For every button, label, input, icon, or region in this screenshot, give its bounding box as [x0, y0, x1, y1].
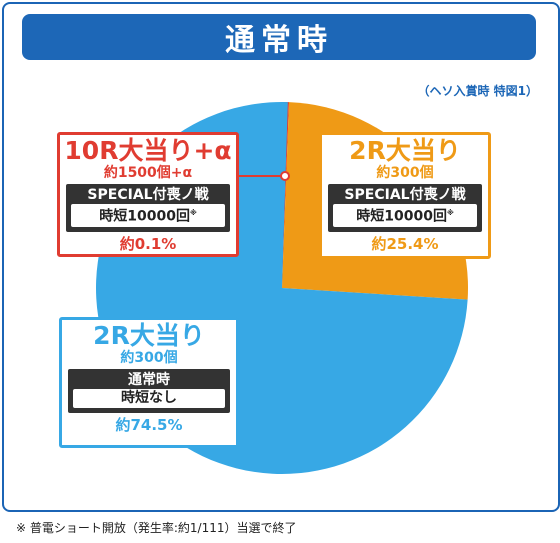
label-2r-special-percent: 約25.4% — [371, 234, 439, 253]
label-10r-payout: 約1500個+α — [103, 165, 193, 181]
label-2r-special-mode: SPECIAL付喪ノ戦 — [344, 187, 466, 203]
footnote: ※ 普電ショート開放（発生率:約1/111）当選で終了 — [16, 521, 297, 535]
label-2r-normal: 2R大当り 約300個 通常時 時短なし 約74.5% — [59, 317, 239, 448]
label-10r-percent: 約0.1% — [119, 234, 177, 253]
label-10r: 10R大当り+α 約1500個+α SPECIAL付喪ノ戦 時短10000回※ … — [57, 132, 239, 257]
label-10r-jitan: 時短10000回※ — [71, 204, 225, 227]
label-2r-special-mark: ※ — [446, 209, 454, 217]
label-2r-normal-jitan: 時短なし — [73, 389, 225, 408]
page-title: 通常時 — [22, 14, 536, 60]
label-10r-block: SPECIAL付喪ノ戦 時短10000回※ — [66, 184, 230, 232]
label-2r-normal-percent: 約74.5% — [115, 416, 183, 434]
label-10r-jitan-text: 時短10000回 — [99, 208, 190, 225]
label-2r-special-jitan: 時短10000回※ — [333, 204, 477, 227]
label-2r-normal-mode: 通常時 — [128, 372, 170, 388]
label-10r-mark: ※ — [189, 209, 197, 217]
label-10r-mode: SPECIAL付喪ノ戦 — [87, 187, 209, 203]
leader-dot — [280, 171, 290, 181]
label-2r-normal-title: 2R大当り — [93, 321, 205, 350]
chart-subtitle: （ヘソ入賞時 特図1） — [417, 84, 538, 98]
label-10r-title: 10R大当り+α — [64, 136, 232, 165]
label-2r-normal-block: 通常時 時短なし — [68, 369, 230, 413]
label-2r-special-block: SPECIAL付喪ノ戦 時短10000回※ — [328, 184, 482, 232]
label-2r-normal-payout: 約300個 — [120, 350, 178, 366]
label-2r-special-jitan-text: 時短10000回 — [356, 208, 447, 225]
label-2r-special: 2R大当り 約300個 SPECIAL付喪ノ戦 時短10000回※ 約25.4% — [319, 132, 491, 259]
label-2r-normal-jitan-text: 時短なし — [121, 390, 177, 406]
label-2r-special-payout: 約300個 — [376, 165, 434, 181]
label-2r-special-title: 2R大当り — [349, 136, 461, 165]
